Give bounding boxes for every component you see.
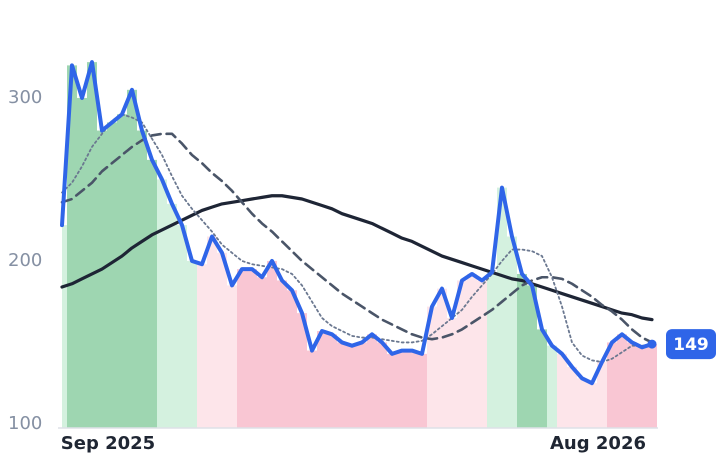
shade-bar [617, 334, 627, 428]
shade-bar [337, 342, 347, 428]
series-line [61, 113, 653, 363]
series-line [60, 60, 654, 386]
shade-bar [77, 97, 87, 429]
shade-bar [97, 130, 107, 428]
x-tick-label: Sep 2025 [61, 433, 155, 454]
shade-bar [487, 272, 497, 428]
shade-bar [507, 236, 517, 428]
shade-bar [407, 350, 417, 428]
shade-bar [357, 342, 367, 428]
shade-bar [637, 347, 647, 428]
shade-bar [327, 334, 337, 428]
shade-bar [62, 225, 67, 428]
shade-bar [277, 280, 287, 428]
shade-bar [437, 288, 447, 428]
shade-bar [217, 252, 227, 428]
shade-bar [537, 329, 547, 428]
shade-bar [527, 285, 537, 428]
shade-bar [547, 345, 557, 428]
shade-bar [567, 366, 577, 428]
shade-bar [517, 273, 527, 428]
shade-bar [377, 342, 387, 428]
x-tick-label: Aug 2026 [550, 433, 646, 454]
shade-bar [237, 269, 247, 428]
shade-bar [317, 331, 327, 428]
shade-bar [627, 342, 637, 428]
shade-bar [127, 89, 137, 428]
shade-bar [387, 353, 397, 428]
shade-bar [557, 353, 567, 428]
shade-bar [577, 378, 587, 428]
y-tick-label: 100 [8, 413, 42, 434]
shade-bar [467, 273, 477, 428]
shade-bar [607, 342, 617, 428]
shade-bar [367, 334, 377, 428]
shade-bar [67, 65, 77, 428]
series-line [60, 194, 654, 322]
shade-bar [647, 344, 657, 428]
shade-bar [267, 260, 277, 428]
shade-bar [137, 130, 147, 428]
shade-bar [447, 317, 457, 428]
shade-bar [257, 277, 267, 428]
shade-bar [307, 350, 317, 428]
shade-bar [477, 280, 487, 428]
shade-bar [587, 383, 597, 428]
shade-bar [107, 122, 117, 429]
shade-bar [287, 290, 297, 428]
shade-bar [397, 350, 407, 428]
shade-bar [167, 203, 177, 428]
last-value-badge [666, 329, 716, 360]
shade-bar [207, 236, 217, 428]
shade-bar [427, 306, 437, 428]
shade-bar [197, 264, 207, 428]
shade-bar [347, 345, 357, 428]
shade-bar [117, 114, 127, 428]
last-point [647, 339, 657, 349]
shade-bar [147, 159, 157, 428]
y-tick-label: 200 [8, 250, 42, 271]
shade-bar [297, 313, 307, 428]
shade-bar [87, 62, 97, 429]
shade-bar [417, 353, 427, 428]
shade-bar [177, 225, 187, 428]
shade-bar [247, 269, 257, 428]
shade-bar [227, 285, 237, 428]
shade-bar [457, 280, 467, 428]
shade-bar [597, 361, 607, 428]
y-tick-label: 300 [8, 87, 42, 108]
shade-bar [187, 260, 197, 428]
series-line [60, 132, 654, 344]
shade-bar [157, 179, 167, 428]
shade-bar [497, 187, 507, 428]
last-value-label: 149 [673, 335, 709, 355]
